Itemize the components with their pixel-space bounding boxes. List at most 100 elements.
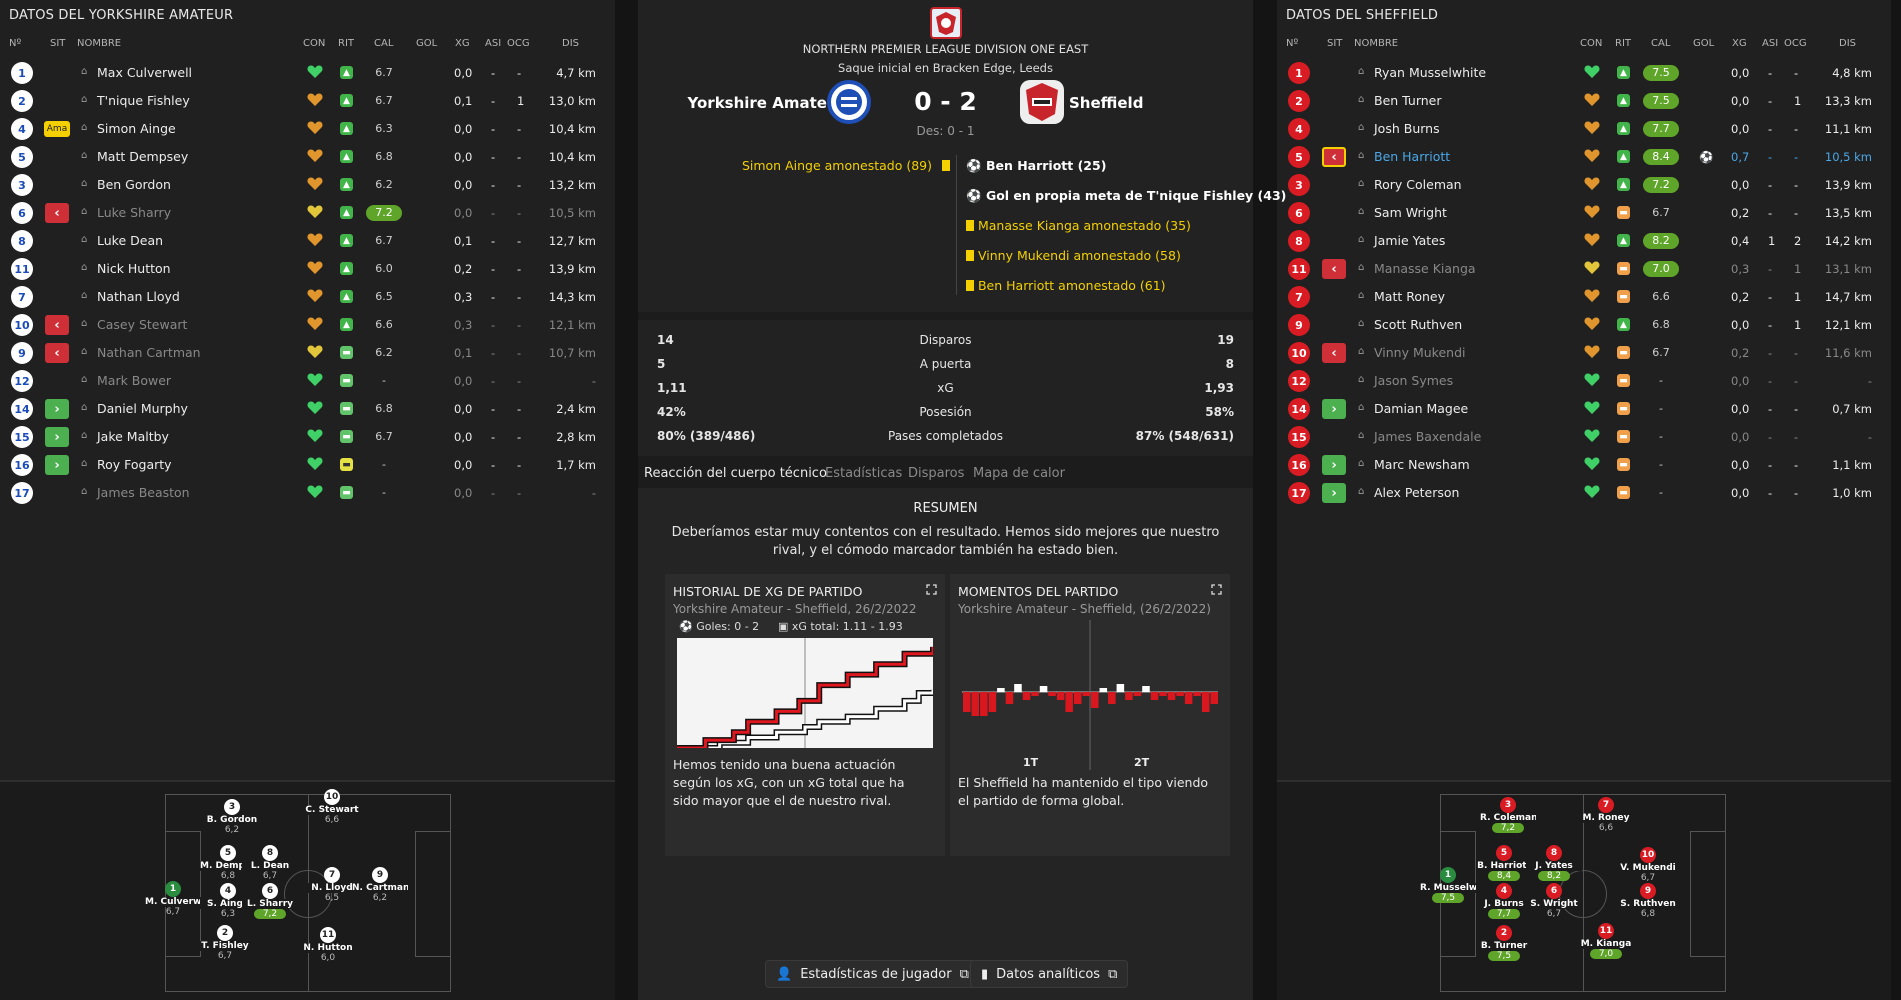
player-row[interactable]: 7 ⌂ Matt Roney ▬ 6.6 0,2 - 1 14,7 km [1277,283,1891,311]
player-name[interactable]: Jamie Yates [1374,233,1446,248]
player-row[interactable]: 17 › ⌂ Alex Peterson ▬ - 0,0 - - 1,0 km [1277,479,1891,507]
col-asi[interactable]: ASI [1762,38,1779,49]
col-con[interactable]: CON [303,38,326,49]
player-name[interactable]: James Beaston [97,485,190,500]
player-row[interactable]: 6 ⌂ Sam Wright ▬ 6.7 0,2 - - 13,5 km [1277,199,1891,227]
player-row[interactable]: 2 ⌂ Ben Turner ▲ 7.5 0,0 - 1 13,3 km [1277,87,1891,115]
col-xg[interactable]: XG [455,38,470,49]
player-name[interactable]: James Baxendale [1374,429,1482,444]
player-row[interactable]: 3 ⌂ Ben Gordon ▲ 6.2 0,0 - - 13,2 km [0,171,615,199]
player-name[interactable]: Matt Dempsey [97,149,189,164]
player-row[interactable]: 9 ‹ ⌂ Nathan Cartman ▬ 6.2 0,1 - - 10,7 km [0,339,615,367]
formation-player[interactable]: 3 R. Coleman 7,2 [1480,797,1536,833]
col-asi[interactable]: ASI [485,38,502,49]
formation-player[interactable]: 11 M. Kianga 7,0 [1578,923,1634,959]
player-row[interactable]: 10 ‹ ⌂ Casey Stewart ▲ 6.6 0,3 - - 12,1 km [0,311,615,339]
col-num[interactable]: Nº [9,38,22,49]
player-row[interactable]: 16 › ⌂ Roy Fogarty ▬ - 0,0 - - 1,7 km [0,451,615,479]
formation-player[interactable]: 1R. Musselwhi...7,5 [1420,867,1476,903]
player-row[interactable]: 3 ⌂ Rory Coleman ▲ 7.2 0,0 - - 13,9 km [1277,171,1891,199]
formation-player[interactable]: 10 C. Stewart 6,6 [304,789,360,825]
player-name[interactable]: Ryan Musselwhite [1374,65,1487,80]
player-name[interactable]: Nick Hutton [97,261,171,276]
player-row[interactable]: 5 ⌂ Matt Dempsey ▲ 6.8 0,0 - - 10,4 km [0,143,615,171]
formation-player[interactable]: 1M. Culverwell6,7 [145,881,201,917]
formation-player[interactable]: 8 L. Dean 6,7 [242,845,298,881]
player-row[interactable]: 6 ‹ ⌂ Luke Sharry ▲ 7.2 0,0 - - 10,5 km [0,199,615,227]
player-name[interactable]: Ben Harriott [1374,149,1451,164]
player-name[interactable]: Manasse Kianga [1374,261,1476,276]
player-name[interactable]: Nathan Cartman [97,345,201,360]
xg-history-card[interactable]: HISTORIAL DE XG DE PARTIDO Yorkshire Ama… [665,574,945,856]
player-row[interactable]: 10 ‹ ⌂ Vinny Mukendi ▬ 6.7 0,2 - - 11,6 km [1277,339,1891,367]
player-name[interactable]: Casey Stewart [97,317,188,332]
player-name[interactable]: Marc Newsham [1374,457,1470,472]
col-sit[interactable]: SIT [50,38,66,49]
player-name[interactable]: Mark Bower [97,373,172,388]
player-row[interactable]: 11 ⌂ Nick Hutton ▲ 6.0 0,2 - - 13,9 km [0,255,615,283]
col-name[interactable]: NOMBRE [1354,38,1399,49]
tab-shots[interactable]: Disparos [908,466,965,481]
player-name[interactable]: Alex Peterson [1374,485,1460,500]
formation-player[interactable]: 5M. Dempsey6,8 [200,845,256,881]
home-team-name[interactable]: Yorkshire Amateur [687,94,846,112]
expand-icon[interactable] [1211,584,1222,595]
player-row[interactable]: 12 ⌂ Mark Bower ▬ - 0,0 - - - [0,367,615,395]
player-row[interactable]: 17 ⌂ James Beaston ▬ - 0,0 - - - [0,479,615,507]
formation-player[interactable]: 7 N. Lloyd 6,5 [304,867,360,903]
player-name[interactable]: Max Culverwell [97,65,193,80]
col-ocg[interactable]: OCG [507,38,530,49]
player-name[interactable]: Ben Turner [1374,93,1442,108]
player-name[interactable]: Rory Coleman [1374,177,1462,192]
formation-player[interactable]: 7 M. Roney 6,6 [1578,797,1634,833]
player-name[interactable]: Matt Roney [1374,289,1446,304]
formation-player[interactable]: 4 J. Burns 7,7 [1476,883,1532,919]
player-name[interactable]: Damian Magee [1374,401,1469,416]
player-name[interactable]: Nathan Lloyd [97,289,180,304]
col-xg[interactable]: XG [1732,38,1747,49]
player-name[interactable]: T'nique Fishley [97,93,190,108]
player-name[interactable]: Scott Ruthven [1374,317,1463,332]
away-team-name[interactable]: Sheffield [1069,94,1144,112]
expand-icon[interactable] [926,584,937,595]
col-num[interactable]: Nº [1286,38,1299,49]
formation-player[interactable]: 8 J. Yates 8,2 [1526,845,1582,881]
tab-heatmap[interactable]: Mapa de calor [973,466,1065,481]
player-name[interactable]: Daniel Murphy [97,401,188,416]
col-rit[interactable]: RIT [1615,38,1632,49]
match-moments-card[interactable]: MOMENTOS DEL PARTIDO Yorkshire Amateur -… [950,574,1230,856]
formation-player[interactable]: 9 S. Ruthven 6,8 [1620,883,1676,919]
player-row[interactable]: 14 › ⌂ Damian Magee ▬ - 0,0 - - 0,7 km [1277,395,1891,423]
formation-player[interactable]: 9 N. Cartman 6,2 [352,867,408,903]
player-name[interactable]: Jake Maltby [97,429,169,444]
player-row[interactable]: 2 ⌂ T'nique Fishley ▲ 6.7 0,1 - 1 13,0 km [0,87,615,115]
player-row[interactable]: 15 ⌂ James Baxendale ▬ - 0,0 - - - [1277,423,1891,451]
player-name[interactable]: Ben Gordon [97,177,171,192]
col-sit[interactable]: SIT [1327,38,1343,49]
tab-statistics[interactable]: Estadísticas [825,466,903,481]
player-name[interactable]: Josh Burns [1374,121,1440,136]
player-row[interactable]: 12 ⌂ Jason Symes ▬ - 0,0 - - - [1277,367,1891,395]
player-row[interactable]: 14 › ⌂ Daniel Murphy ▬ 6.8 0,0 - - 2,4 km [0,395,615,423]
col-gol[interactable]: GOL [416,38,438,49]
player-row[interactable]: 16 › ⌂ Marc Newsham ▬ - 0,0 - - 1,1 km [1277,451,1891,479]
player-row[interactable]: 8 ⌂ Jamie Yates ▲ 8.2 0,4 1 2 14,2 km [1277,227,1891,255]
formation-player[interactable]: 11 N. Hutton 6,0 [300,927,356,963]
formation-player[interactable]: 5 B. Harriott 8,4 [1476,845,1532,881]
analytics-button[interactable]: ▮ Datos analíticos ⧉ [970,960,1129,988]
player-row[interactable]: 5 ‹ ⌂ Ben Harriott ▲ 8.4 ⚽ 0,7 - - 10,5 km [1277,143,1891,171]
col-ocg[interactable]: OCG [1784,38,1807,49]
player-name[interactable]: Jason Symes [1374,373,1454,388]
player-name[interactable]: Roy Fogarty [97,457,172,472]
player-row[interactable]: 1 ⌂ Ryan Musselwhite ▲ 7.5 0,0 - - 4,8 km [1277,59,1891,87]
formation-player[interactable]: 10 V. Mukendi 6,7 [1620,847,1676,883]
player-row[interactable]: 4 Ama ⌂ Simon Ainge ▲ 6.3 0,0 - - 10,4 km [0,115,615,143]
formation-player[interactable]: 6 L. Sharry 7,2 [242,883,298,919]
col-gol[interactable]: GOL [1693,38,1715,49]
player-row[interactable]: 1 ⌂ Max Culverwell ▲ 6.7 0,0 - - 4,7 km [0,59,615,87]
player-row[interactable]: 7 ⌂ Nathan Lloyd ▲ 6.5 0,3 - - 14,3 km [0,283,615,311]
col-dis[interactable]: DIS [1839,38,1856,49]
tab-coach-reaction[interactable]: Reacción del cuerpo técnico [644,466,827,481]
player-name[interactable]: Luke Dean [97,233,164,248]
away-team-badge-icon[interactable] [1020,80,1064,124]
